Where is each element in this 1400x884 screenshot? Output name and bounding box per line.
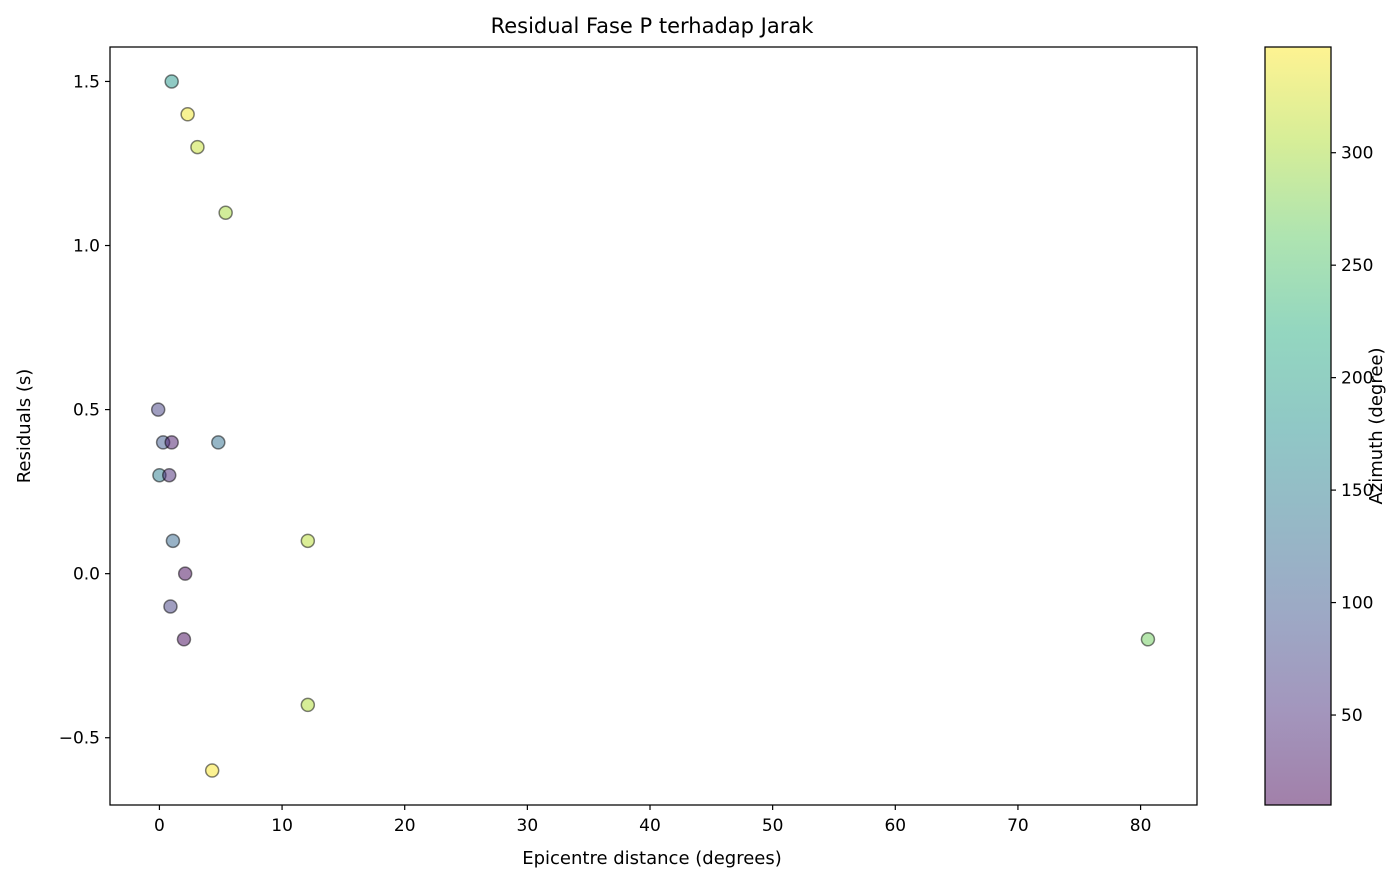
colorbar-tick-label: 200 — [1341, 369, 1373, 389]
y-tick-label: 0.0 — [73, 565, 100, 585]
x-tick-label: 0 — [154, 816, 165, 836]
scatter-point — [300, 533, 316, 549]
scatter-point — [150, 402, 166, 417]
scatter-point — [211, 435, 226, 450]
scatter-point — [163, 599, 178, 614]
x-tick-label: 20 — [394, 816, 416, 836]
x-tick-label: 80 — [1130, 816, 1152, 836]
colorbar-tick-label: 250 — [1341, 256, 1373, 276]
scatter-point — [164, 74, 179, 89]
y-axis-ticks: −0.5 0.0 0.5 1.0 1.5 — [59, 72, 110, 749]
x-axis-ticks: 0 10 20 30 40 50 60 70 80 — [154, 805, 1151, 836]
scatter-point — [161, 467, 177, 483]
y-tick-label: 1.5 — [73, 72, 100, 92]
colorbar-tick-label: 50 — [1341, 706, 1363, 726]
colorbar-frame — [1264, 46, 1332, 806]
y-tick-label: 1.0 — [73, 237, 100, 257]
colorbar-gradient — [1265, 47, 1331, 805]
x-tick-label: 30 — [517, 816, 539, 836]
colorbar-tick-label: 300 — [1341, 144, 1373, 164]
scatter-points — [150, 74, 1156, 778]
colorbar-tick-label: 100 — [1341, 594, 1373, 614]
scatter-point — [180, 107, 195, 122]
y-tick-label: 0.5 — [73, 401, 100, 421]
scatter-point — [204, 763, 220, 778]
scatter-point — [218, 205, 233, 220]
scatter-point — [300, 697, 316, 713]
y-axis-label: Residuals (s) — [14, 369, 35, 484]
scatter-point — [165, 533, 181, 549]
x-tick-label: 50 — [762, 816, 784, 836]
chart-title: Residual Fase P terhadap Jarak — [491, 14, 815, 38]
x-tick-label: 70 — [1007, 816, 1029, 836]
x-tick-label: 10 — [271, 816, 293, 836]
colorbar-tick-label: 150 — [1341, 481, 1373, 501]
scatter-point — [177, 566, 193, 581]
x-tick-label: 60 — [884, 816, 906, 836]
colorbar: 50 100 150 200 250 300 Azimuth (degree) — [1264, 46, 1387, 806]
y-tick-label: −0.5 — [59, 729, 100, 749]
x-axis-label: Epicentre distance (degrees) — [522, 848, 782, 869]
colorbar-ticks: 50 100 150 200 250 300 — [1331, 144, 1373, 726]
plot-area — [110, 47, 1197, 805]
scatter-point — [164, 435, 179, 450]
plot-frame — [109, 46, 1198, 806]
colorbar-label: Azimuth (degree) — [1366, 347, 1387, 504]
x-tick-label: 40 — [639, 816, 661, 836]
scatter-point — [1140, 632, 1156, 647]
scatter-point — [176, 632, 192, 647]
scatter-point — [190, 139, 205, 155]
